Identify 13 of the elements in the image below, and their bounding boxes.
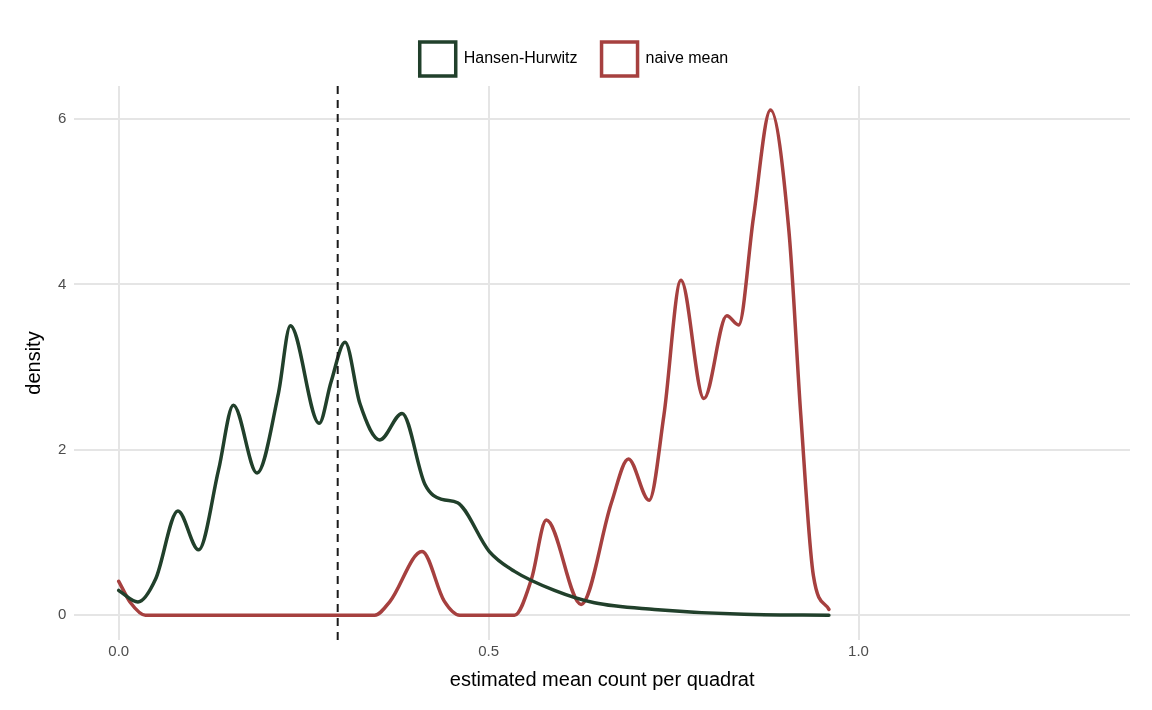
y-tick-label: 6: [58, 109, 67, 127]
y-tick-label: 0: [58, 605, 67, 623]
x-axis-title: estimated mean count per quadrat: [449, 667, 755, 690]
y-tick-label: 4: [58, 274, 67, 292]
x-tick-label: 0.0: [108, 642, 130, 660]
x-tick-label: 1.0: [848, 642, 869, 660]
y-tick-label: 2: [58, 439, 67, 457]
x-tick-label: 0.5: [478, 642, 500, 660]
line-series: [116, 108, 831, 617]
line-series: [116, 324, 831, 617]
legend-label: Hansen-Hurwitz: [463, 49, 578, 67]
y-axis-title: density: [21, 331, 44, 395]
legend-label: naive mean: [645, 49, 729, 67]
